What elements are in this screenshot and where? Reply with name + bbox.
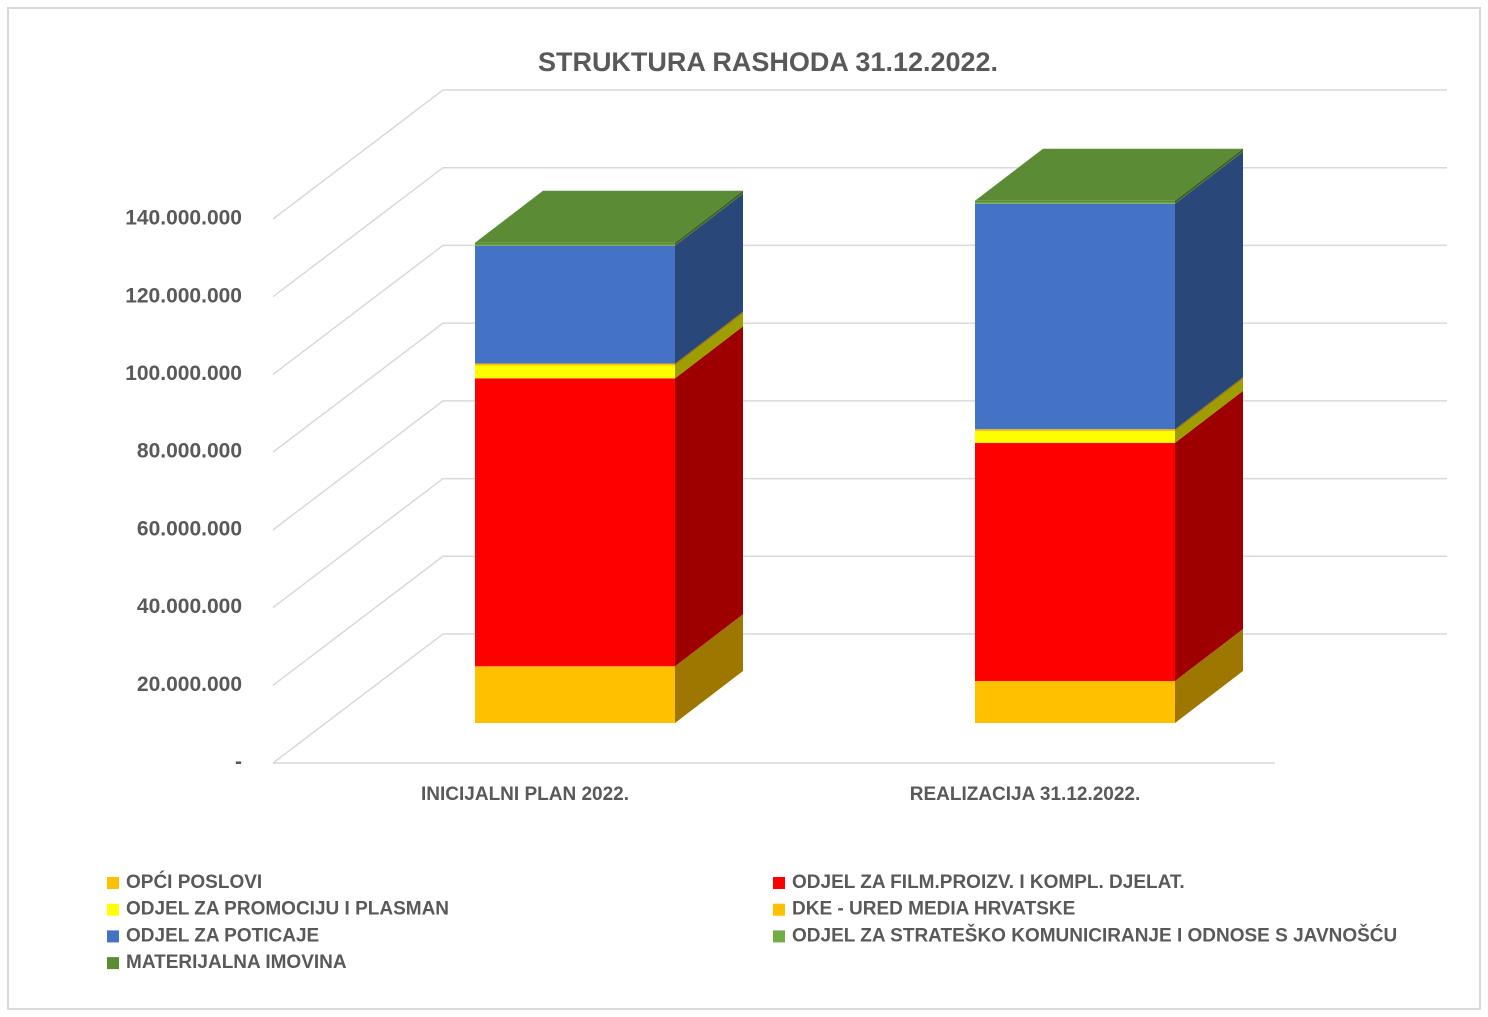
bar-segment <box>475 242 675 245</box>
y-tick-label: - <box>235 751 242 774</box>
bar-side <box>1175 148 1243 203</box>
bar-side <box>1175 150 1243 204</box>
legend-label: OPĆI POSLOVI <box>126 871 262 893</box>
bar-side <box>675 190 743 245</box>
chart-border <box>7 7 1481 1010</box>
bar-top <box>475 190 743 243</box>
bar-side <box>675 193 743 364</box>
y-tick-label: 80.000.000 <box>137 440 242 463</box>
y-tick-label: 40.000.000 <box>137 595 242 618</box>
legend-swatch <box>107 930 119 943</box>
legend-swatch <box>107 903 119 916</box>
chart-title: STRUKTURA RASHODA 31.12.2022. <box>538 47 998 77</box>
bar-top <box>975 148 1243 201</box>
legend-label: MATERIJALNA IMOVINA <box>126 952 347 973</box>
legend-swatch <box>107 877 119 889</box>
legend-label: ODJEL ZA STRATEŠKO KOMUNICIRANJE I ODNOS… <box>792 924 1397 946</box>
legend-label: ODJEL ZA PROMOCIJU I PLASMAN <box>126 899 449 920</box>
legend-label: DKE - URED MEDIA HRVATSKE <box>792 899 1075 920</box>
bar-segment <box>975 442 1175 682</box>
bar-side <box>675 326 743 667</box>
y-tick-label: 140.000.000 <box>125 207 242 230</box>
bar-segment <box>975 681 1175 723</box>
y-tick-label: 60.000.000 <box>137 517 242 540</box>
x-tick-label: INICIJALNI PLAN 2022. <box>421 784 629 805</box>
bar-side <box>1175 390 1243 682</box>
x-tick-label: REALIZACIJA 31.12.2022. <box>910 784 1141 805</box>
bar-side <box>675 614 743 723</box>
bar-side <box>1175 377 1243 432</box>
bar-side <box>675 192 743 246</box>
legend-label: ODJEL ZA POTICAJE <box>126 925 319 946</box>
bar-segment <box>475 363 675 366</box>
legend-swatch <box>773 903 785 916</box>
bar-segment <box>975 431 1175 443</box>
bar-segment <box>975 200 1175 203</box>
grid-line <box>272 89 1447 220</box>
bar-side <box>1175 379 1243 443</box>
legend-swatch <box>773 930 785 943</box>
legend-label: ODJEL ZA FILM.PROIZV. I KOMPL. DJELAT. <box>792 872 1185 893</box>
bar-segment <box>975 202 1175 204</box>
y-tick-label: 120.000.000 <box>125 284 242 307</box>
y-tick-label: 100.000.000 <box>125 362 242 385</box>
bar-side <box>1175 151 1243 430</box>
bar-side <box>675 313 743 379</box>
bar-side <box>675 311 743 366</box>
y-tick-label: 20.000.000 <box>137 673 242 696</box>
bar-side <box>1175 629 1243 723</box>
bar-segment <box>475 666 675 723</box>
legend-swatch <box>107 957 119 970</box>
legend-swatch <box>773 877 785 889</box>
bar-segment <box>975 429 1175 432</box>
bar-segment <box>475 365 675 379</box>
bar-segment <box>975 203 1175 430</box>
bar-segment <box>475 245 675 364</box>
bar-segment <box>475 244 675 246</box>
bar-segment <box>475 378 675 667</box>
